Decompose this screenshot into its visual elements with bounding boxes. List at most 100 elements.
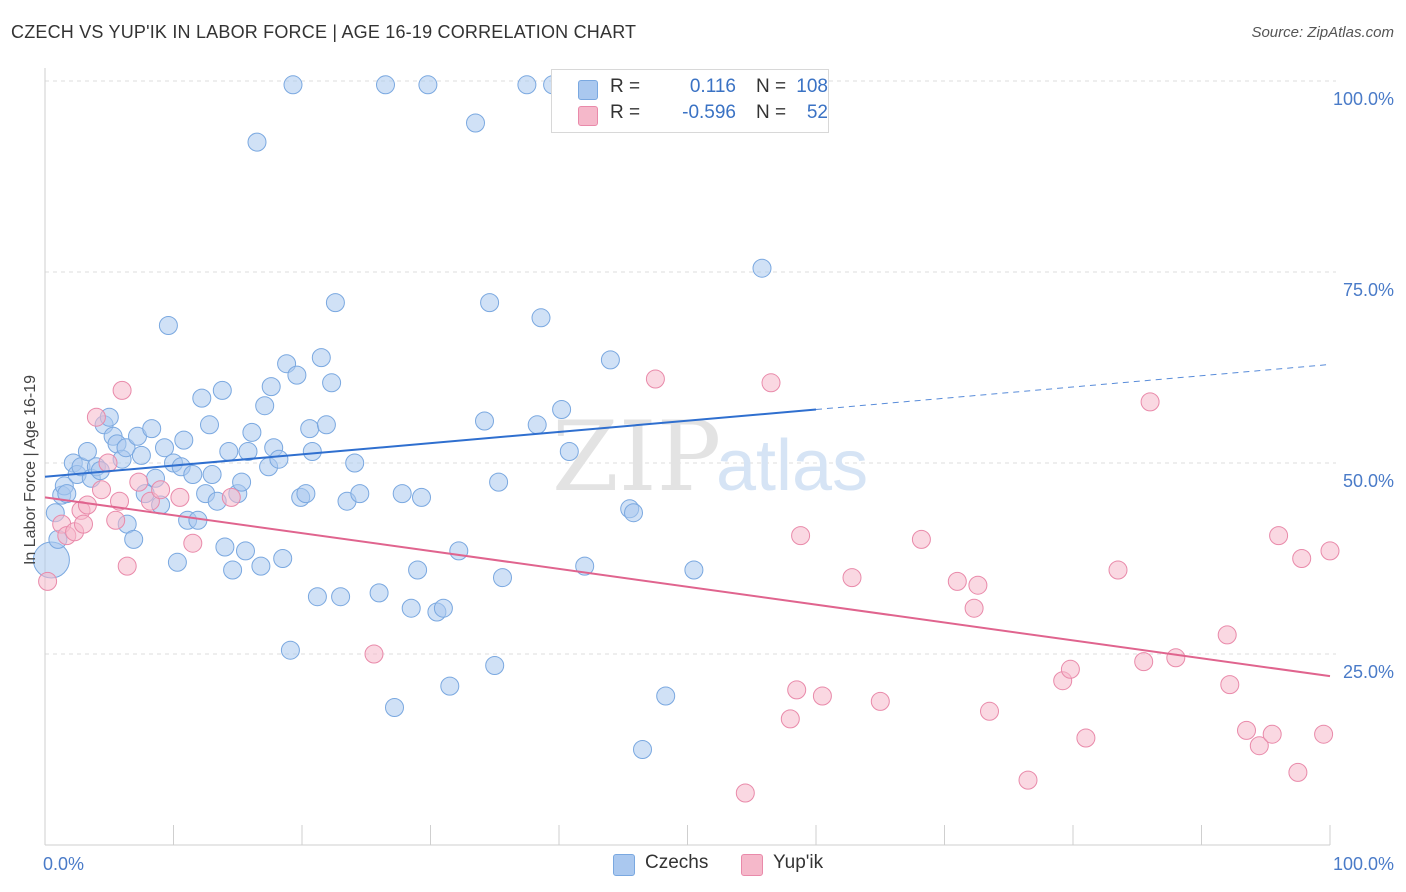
point-yupik	[1060, 659, 1080, 679]
point-yupik	[106, 510, 126, 530]
point-czechs	[369, 583, 389, 603]
watermark-zip: ZIP	[552, 401, 721, 513]
point-czechs	[325, 293, 345, 313]
point-czechs	[261, 377, 281, 397]
point-yupik	[1134, 652, 1154, 672]
point-yupik	[787, 680, 807, 700]
point-yupik	[110, 491, 129, 511]
point-yupik	[1249, 736, 1269, 756]
legend-label-czechs: Czechs	[645, 852, 709, 873]
trend-line-czechs	[44, 408, 817, 478]
point-czechs	[242, 422, 262, 442]
point-yupik	[780, 709, 800, 729]
y-axis-label: In Labor Force | Age 16-19	[22, 375, 39, 565]
point-czechs	[350, 484, 370, 504]
point-czechs	[236, 541, 255, 561]
legend-r-value: 0.116	[689, 76, 736, 97]
point-yupik	[151, 480, 171, 500]
point-yupik	[645, 369, 665, 389]
x-tick-label: 0.0%	[43, 854, 84, 874]
point-czechs	[575, 556, 595, 576]
point-czechs	[283, 75, 303, 95]
point-yupik	[74, 514, 93, 534]
chart-title: CZECH VS YUP'IK IN LABOR FORCE | AGE 16-…	[11, 22, 637, 42]
point-yupik	[842, 568, 862, 588]
legend-swatch-czechs	[613, 854, 635, 876]
grid-lines	[45, 80, 1336, 655]
point-czechs	[57, 484, 77, 504]
point-yupik	[1140, 392, 1160, 412]
point-czechs	[183, 465, 203, 484]
point-czechs	[600, 350, 620, 370]
y-tick-label: 75.0%	[1343, 280, 1394, 300]
point-czechs	[485, 656, 505, 675]
point-czechs	[280, 640, 300, 660]
point-czechs	[212, 380, 232, 400]
watermark-atlas: atlas	[716, 426, 868, 506]
point-yupik	[761, 373, 781, 393]
point-czechs	[752, 258, 772, 278]
point-czechs	[440, 676, 460, 696]
point-yupik	[1166, 648, 1186, 668]
legend-n-value: 52	[806, 102, 828, 123]
point-czechs	[345, 453, 365, 473]
point-czechs	[287, 365, 307, 385]
trend-line-yupik	[44, 496, 1331, 678]
point-yupik	[980, 701, 999, 721]
point-yupik	[1237, 720, 1256, 740]
point-czechs	[517, 75, 537, 95]
legend-n-value: 108	[796, 76, 828, 97]
point-czechs	[251, 556, 271, 576]
point-czechs	[408, 560, 428, 580]
point-yupik	[129, 472, 149, 492]
legend-r-value: -0.596	[682, 102, 736, 123]
point-czechs	[433, 598, 453, 618]
point-yupik	[1076, 728, 1096, 748]
point-czechs	[376, 75, 395, 95]
point-czechs	[489, 472, 509, 492]
series-legend: Czechs Yup'ik	[0, 852, 1406, 876]
point-yupik	[735, 783, 755, 803]
trend-lines	[44, 363, 1331, 678]
point-czechs	[202, 465, 222, 484]
point-yupik	[86, 407, 106, 427]
point-czechs	[316, 415, 336, 435]
point-czechs	[311, 348, 331, 368]
point-czechs	[273, 549, 293, 568]
point-yupik	[92, 480, 111, 500]
legend-swatch-czechs	[578, 80, 598, 100]
point-czechs	[385, 698, 404, 717]
point-yupik	[1314, 724, 1334, 744]
point-yupik	[947, 571, 967, 591]
point-czechs	[77, 442, 97, 461]
trend-line-extension-czechs	[815, 363, 1331, 411]
point-yupik	[117, 556, 137, 576]
point-yupik	[1292, 549, 1312, 568]
point-yupik	[221, 487, 241, 507]
point-czechs	[192, 388, 212, 408]
point-yupik	[1217, 625, 1237, 645]
point-czechs	[307, 587, 327, 607]
point-yupik	[1018, 770, 1038, 790]
point-czechs	[624, 503, 643, 523]
y-tick-label: 50.0%	[1343, 471, 1394, 491]
point-czechs	[219, 442, 239, 461]
point-czechs	[300, 419, 320, 439]
legend-label-yupik: Yup'ik	[773, 852, 824, 873]
point-yupik	[870, 691, 890, 711]
point-czechs	[174, 430, 194, 450]
point-czechs	[466, 113, 485, 133]
point-czechs	[124, 529, 144, 549]
point-yupik	[968, 575, 988, 595]
point-czechs	[247, 132, 267, 152]
point-czechs	[475, 411, 494, 431]
point-czechs	[255, 396, 275, 416]
point-yupik	[812, 686, 832, 706]
legend-n-label: N =	[756, 76, 787, 97]
point-czechs	[238, 442, 258, 461]
point-czechs	[331, 587, 351, 607]
point-czechs	[223, 560, 243, 580]
point-yupik	[964, 598, 984, 618]
y-tick-label: 25.0%	[1343, 662, 1394, 682]
